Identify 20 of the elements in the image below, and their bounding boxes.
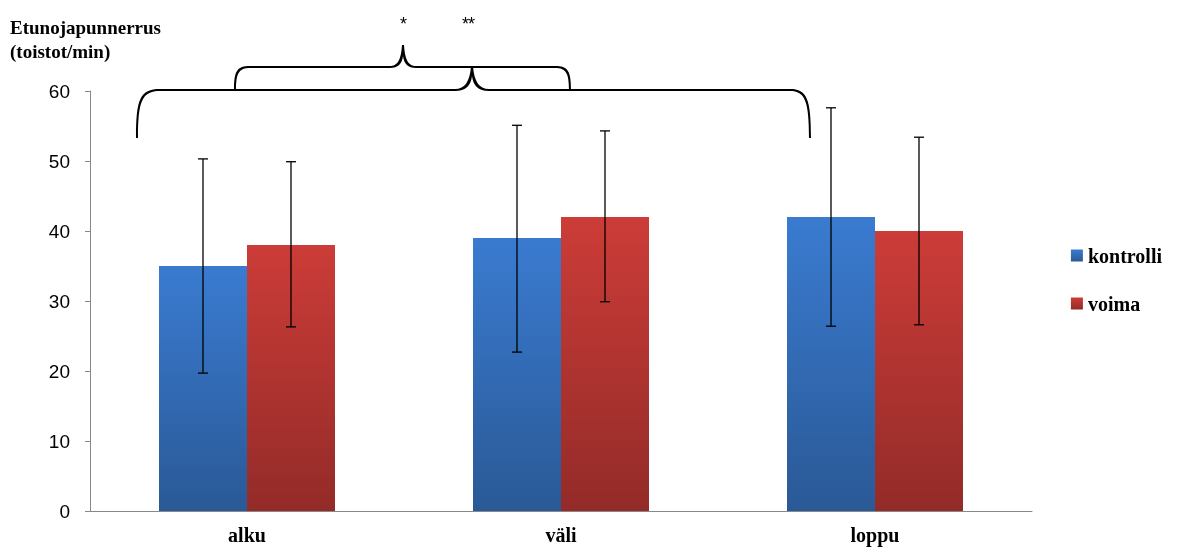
x-tick-label: alku bbox=[228, 524, 266, 546]
y-tick-label: 10 bbox=[48, 430, 70, 452]
legend-label: voima bbox=[1087, 292, 1141, 315]
x-tick-label: loppu bbox=[850, 524, 900, 547]
bar bbox=[247, 245, 335, 511]
y-tick-label: 50 bbox=[48, 150, 70, 172]
text: * ** bbox=[399, 14, 475, 34]
x-tick-label: väli bbox=[545, 524, 577, 546]
y-tick-label: 60 bbox=[48, 80, 70, 102]
bar bbox=[473, 238, 561, 511]
y-tick-label: 0 bbox=[59, 500, 70, 522]
bar bbox=[787, 217, 875, 511]
bar bbox=[875, 231, 963, 511]
bar bbox=[159, 266, 247, 511]
y-tick-label: 20 bbox=[48, 360, 70, 382]
bar bbox=[561, 217, 649, 511]
legend-label: kontrolli bbox=[1087, 244, 1163, 267]
y-tick-label: 40 bbox=[48, 220, 70, 242]
y-tick-label: 30 bbox=[48, 290, 70, 312]
y-axis-title: Etunojapunnerrus (toistot/min) bbox=[10, 16, 161, 63]
